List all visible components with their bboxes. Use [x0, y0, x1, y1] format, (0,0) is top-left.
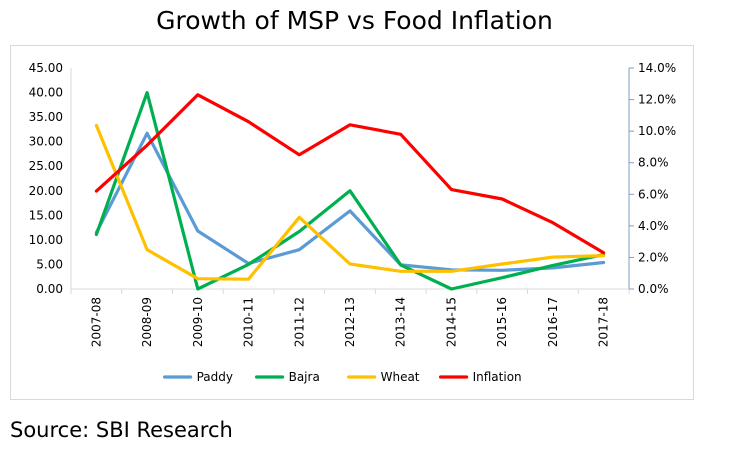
- legend-label-paddy: Paddy: [197, 370, 233, 384]
- y-tick-label: 40.00: [29, 86, 63, 100]
- chart-frame: 0.00 5.00 10.00 15.00 20.00 25.00 30.00 35.00 40…: [10, 45, 694, 400]
- y-tick-label: 45.00: [29, 61, 63, 75]
- y2-tick-label: 0.0%: [638, 282, 669, 296]
- x-tick-label: 2015-16: [495, 297, 509, 347]
- y2-tick-label: 2.0%: [638, 250, 669, 264]
- y2-tick-label: 8.0%: [638, 156, 669, 170]
- source-note: Source: SBI Research: [10, 418, 233, 442]
- x-tick-label: 2013-14: [394, 297, 408, 347]
- y-tick-label: 5.00: [36, 257, 63, 271]
- x-tick-label: 2011-12: [292, 297, 306, 347]
- y2-tick-label: 4.0%: [638, 219, 669, 233]
- series-line-bajra: [94, 90, 606, 291]
- series-line-wheat: [94, 123, 606, 281]
- x-tick-label: 2008-09: [140, 297, 154, 347]
- x-tick-label: 2009-10: [191, 297, 205, 347]
- y-tick-label: 20.00: [29, 184, 63, 198]
- y2-tick-label: 6.0%: [638, 187, 669, 201]
- x-tick-label: 2017-18: [597, 297, 611, 347]
- x-tick-label: 2012-13: [343, 297, 357, 347]
- y2-tick-label: 10.0%: [638, 124, 676, 138]
- x-tick-label: 2010-11: [242, 297, 256, 347]
- x-tick-label: 2014-15: [444, 297, 458, 347]
- chart-title: Growth of MSP vs Food Inflation: [156, 6, 553, 35]
- x-tick-label: 2007-08: [89, 297, 103, 347]
- series-line-paddy: [94, 131, 606, 272]
- y-tick-label: 30.00: [29, 135, 63, 149]
- legend-label-inflation: Inflation: [473, 370, 522, 384]
- series-line-inflation: [94, 93, 606, 255]
- legend-label-wheat: Wheat: [381, 370, 420, 384]
- y-tick-label: 10.00: [29, 233, 63, 247]
- y-tick-label: 15.00: [29, 208, 63, 222]
- x-tick-label: 2016-17: [546, 297, 560, 347]
- chart-plot: 0.00 5.00 10.00 15.00 20.00 25.00 30.00 35.00 40…: [29, 61, 676, 384]
- y-tick-label: 35.00: [29, 110, 63, 124]
- y2-tick-label: 12.0%: [638, 93, 676, 107]
- y-tick-label: 0.00: [36, 282, 63, 296]
- y2-tick-label: 14.0%: [638, 61, 676, 75]
- y-tick-label: 25.00: [29, 159, 63, 173]
- legend-label-bajra: Bajra: [289, 370, 320, 384]
